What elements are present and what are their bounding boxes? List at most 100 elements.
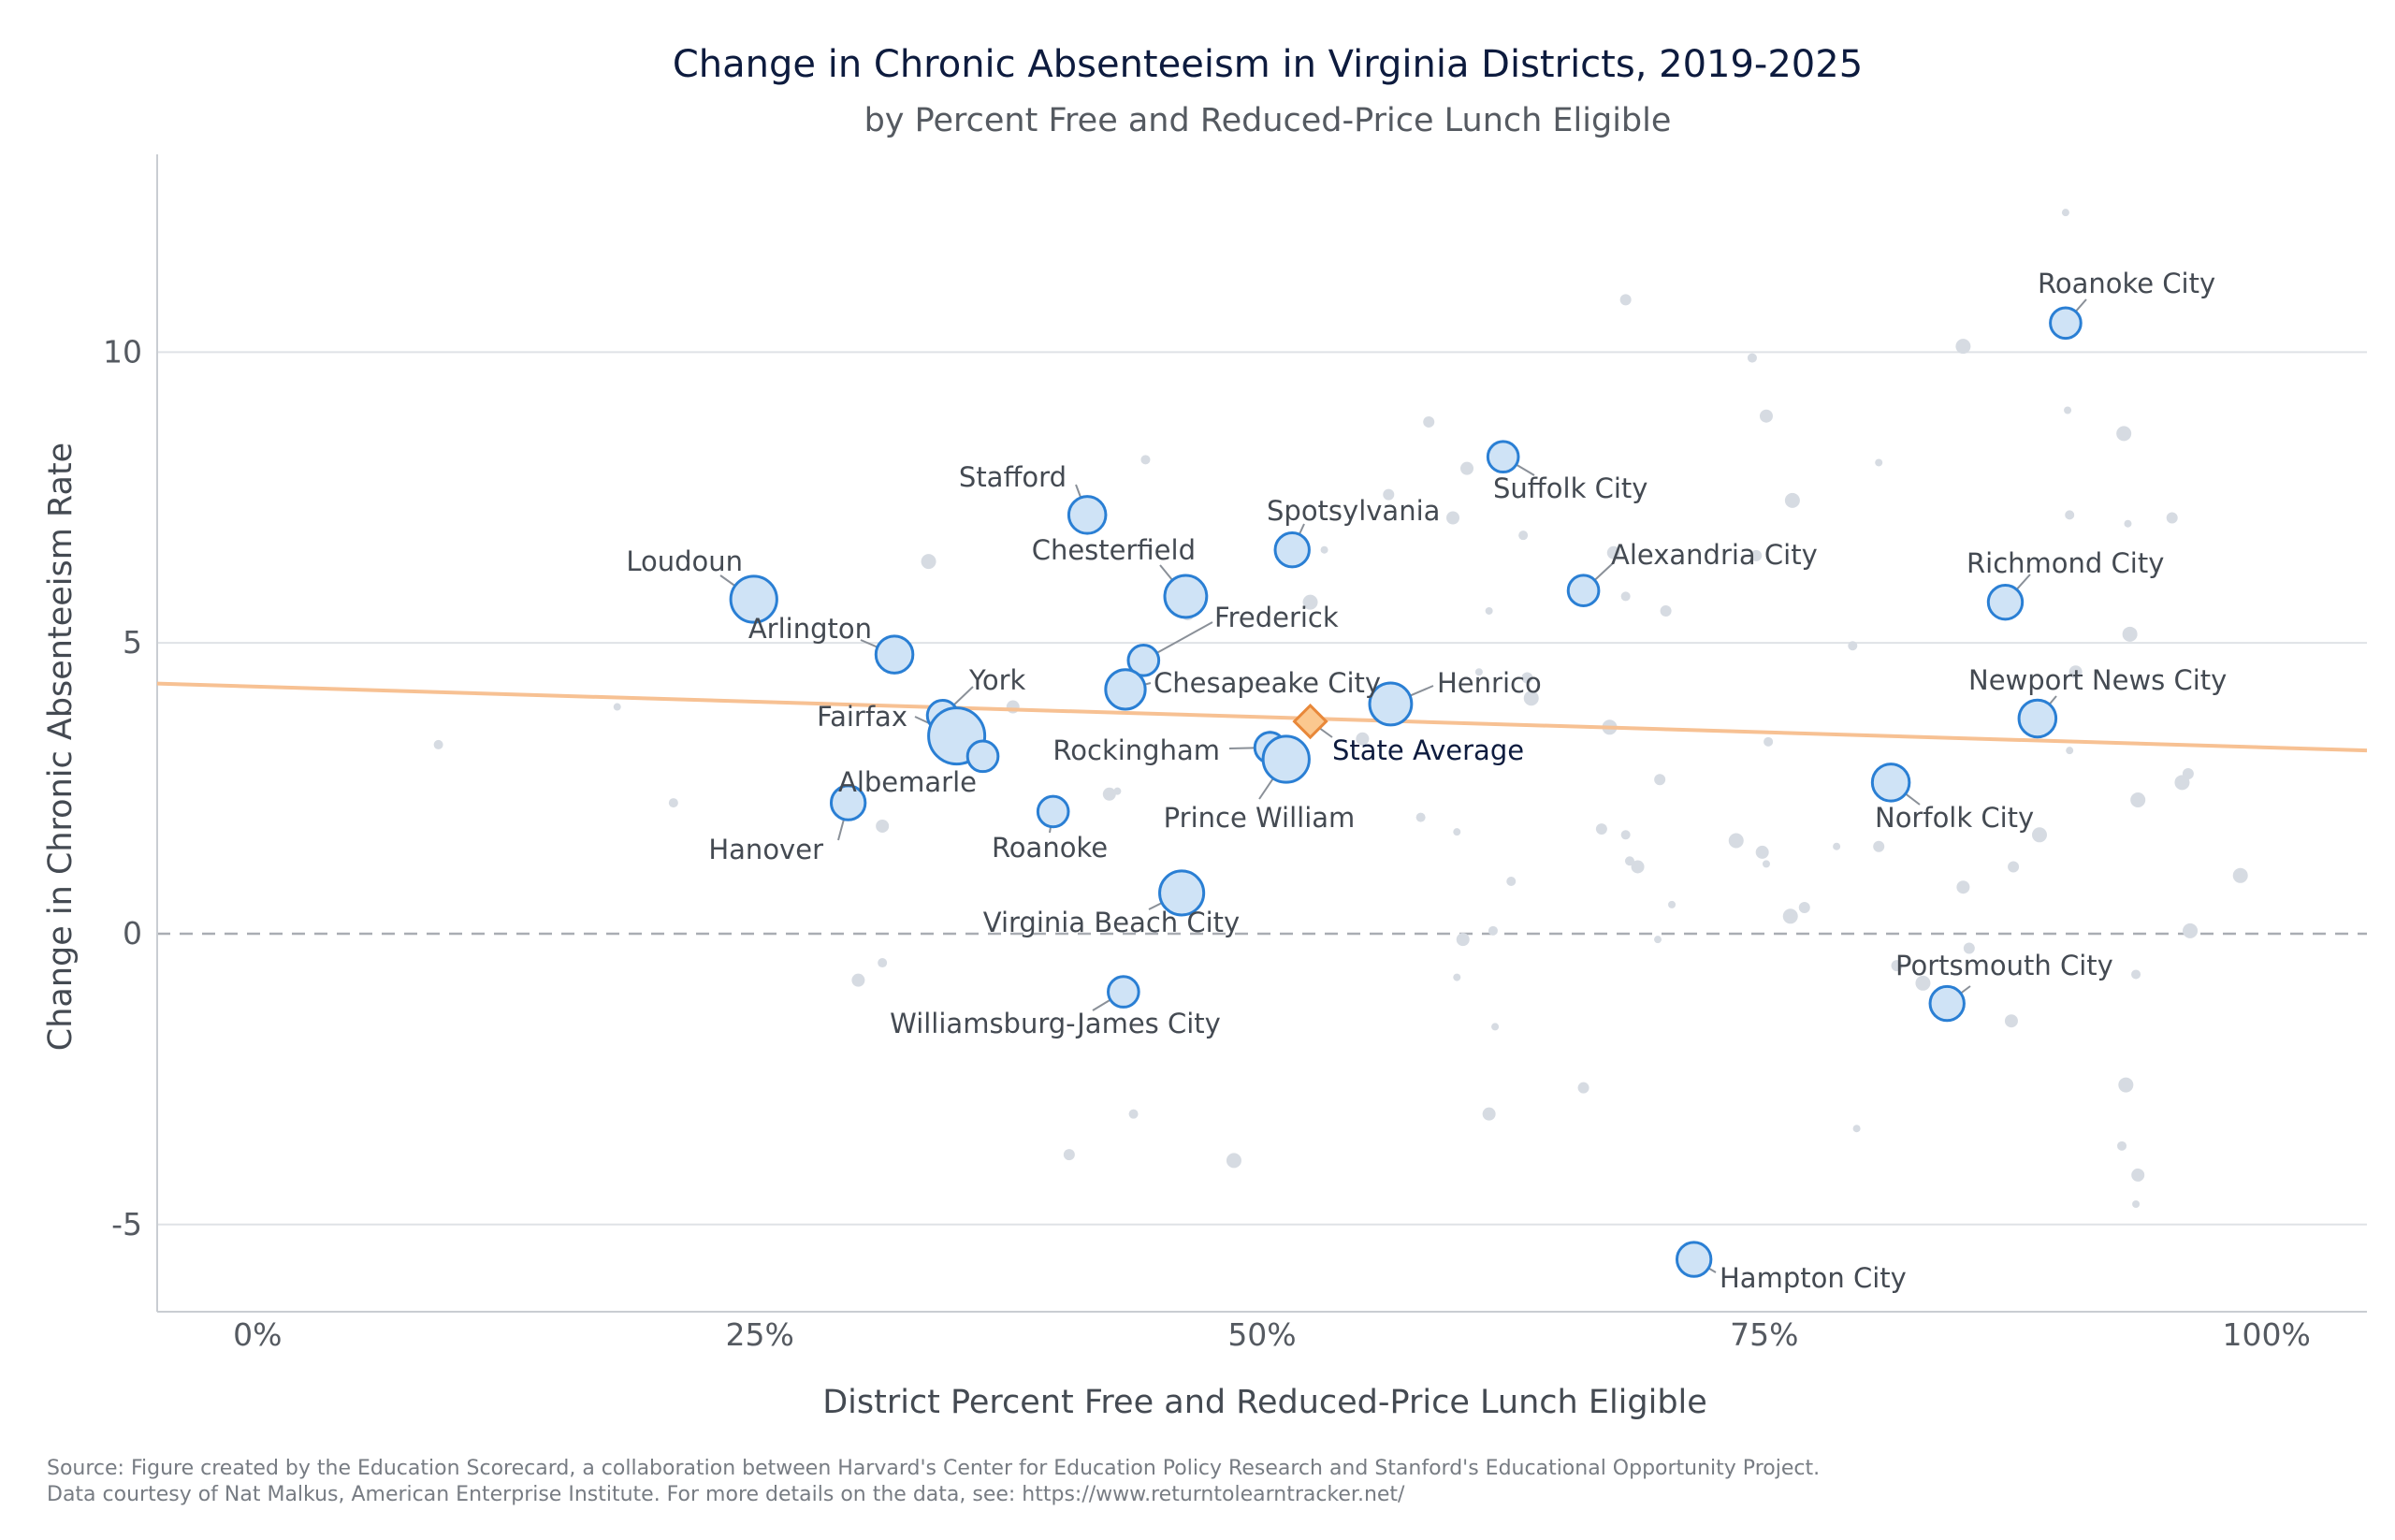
background-point [2232,867,2248,883]
label-york: York [968,664,1026,696]
point-loudoun [729,574,778,624]
label-arlington: Arlington [748,613,872,645]
x-tick-label: 100% [2222,1316,2310,1353]
background-point [1759,409,1773,423]
background-point [1956,880,1970,894]
background-point [2130,792,2146,807]
point-albemarle [965,739,1000,774]
label-henrico: Henrico [1437,667,1542,699]
background-point [1833,842,1841,850]
background-point [1128,1109,1139,1119]
label-rockingham: Rockingham [1052,734,1220,766]
trend-line [156,681,2368,753]
background-point [1453,973,1461,981]
point-henrico [1368,681,1414,727]
background-point [1728,833,1744,849]
background-point [1782,908,1798,924]
background-point [1456,933,1470,947]
background-point [1474,668,1483,676]
background-point [2066,747,2074,755]
background-point [1852,1125,1861,1133]
background-point [1506,877,1517,887]
background-point [1784,492,1800,508]
background-point [876,819,890,833]
label-hanover: Hanover [708,834,823,865]
background-point [1491,1023,1500,1031]
y-tick-label: 10 [103,333,142,370]
trend-layer [156,681,2368,753]
point-chesapeake-city [1104,668,1147,711]
label-prince-william: Prince William [1164,802,1356,834]
background-point [1140,455,1151,465]
background-point [1624,856,1634,866]
label-stafford: Stafford [959,461,1067,493]
y-tick-label: -5 [111,1206,142,1242]
point-virginia-beach-city [1158,869,1206,917]
point-portsmouth-city [1928,984,1966,1023]
background-point [2116,426,2132,442]
background-point [2124,519,2132,528]
label-norfolk-city: Norfolk City [1875,802,2034,834]
background-point [613,703,621,711]
background-point [2031,827,2047,843]
x-axis-label: District Percent Free and Reduced-Price … [822,1384,1707,1421]
background-point [851,973,865,987]
background-point [1619,294,1632,306]
label-portsmouth-city: Portsmouth City [1895,950,2113,981]
background-point [1762,860,1770,868]
background-point [668,798,678,808]
label-roanoke-city: Roanoke City [2038,268,2215,299]
background-point [1423,415,1435,428]
axis-layer [156,154,2367,1313]
background-point [2166,512,2178,524]
label-roanoke: Roanoke [992,832,1108,864]
point-williamsburg-james-city [1107,975,1140,1009]
labeled-points [729,306,2083,1278]
point-roanoke [1036,794,1070,829]
label-hampton-city: Hampton City [1720,1262,1907,1294]
background-point [2117,1140,2127,1151]
point-spotsylvania [1273,531,1311,569]
background-point [1631,860,1645,874]
background-point [2132,1200,2141,1209]
background-point [1891,960,1903,972]
background-point [2131,1168,2145,1182]
label-spotsylvania: Spotsylvania [1267,495,1440,527]
grid-layer [157,351,2367,1226]
background-point [2174,775,2190,791]
background-point [878,958,888,968]
background-point [2118,1077,2134,1093]
y-tick-label: 5 [123,624,142,661]
background-point [1488,925,1498,936]
background-point [1873,840,1885,852]
label-loudoun: Loudoun [626,545,743,577]
point-labels: Roanoke City Suffolk City Stafford Spotsylv… [626,268,2227,1294]
point-arlington [874,634,915,675]
chart-subtitle: by Percent Free and Reduced-Price Lunch … [864,102,1672,139]
point-richmond-city [1986,583,2025,621]
tick-labels: 0% 25% 50% 75% 100% -5 0 5 10 [103,333,2311,1353]
point-chesterfield [1163,574,1209,619]
label-state-average: State Average [1332,734,1524,766]
background-point [433,739,443,749]
background-point [1875,458,1883,467]
source-note-line-1: Source: Figure created by the Education … [47,1457,1820,1480]
background-point [1848,641,1858,651]
x-tick-label: 75% [1730,1316,1798,1353]
state-average-marker [1292,703,1328,740]
background-point [1915,975,1931,991]
background-point [2008,861,2020,873]
background-point [1415,812,1426,822]
background-point [1453,828,1461,836]
x-tick-label: 25% [726,1316,794,1353]
point-frederick [1126,643,1161,677]
background-point [1445,511,1459,525]
background-point [1577,1082,1589,1094]
label-chesapeake-city: Chesapeake City [1154,667,1381,699]
label-richmond-city: Richmond City [1967,547,2164,579]
label-chesterfield: Chesterfield [1032,534,1196,566]
background-point [1113,787,1122,795]
background-point [1747,353,1757,363]
source-note-line-2: Data courtesy of Nat Malkus, American En… [47,1483,1405,1506]
